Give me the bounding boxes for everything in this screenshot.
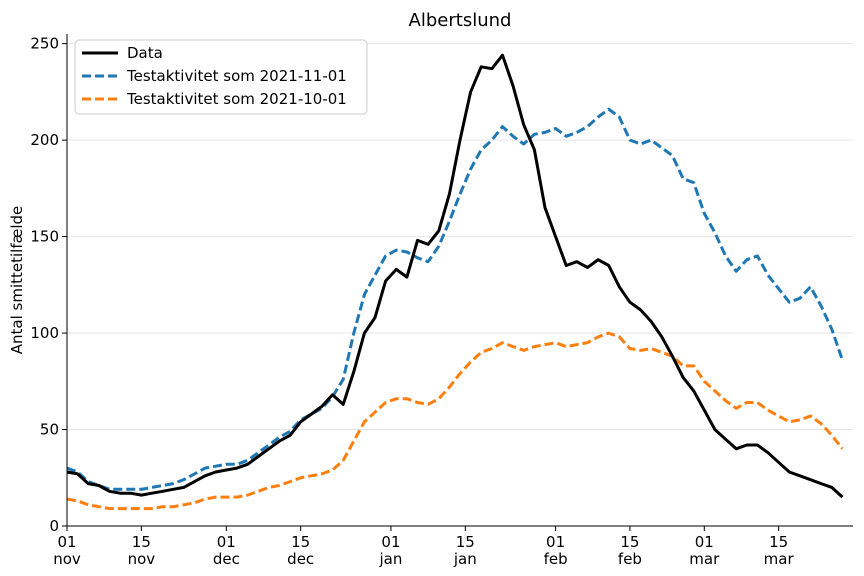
x-tick-label-month-2021-11-01: nov bbox=[53, 550, 81, 568]
x-tick-label-day-2022-03-01: 01 bbox=[695, 533, 714, 551]
axes bbox=[66, 34, 853, 527]
x-tick-label-day-2022-03-15: 15 bbox=[769, 533, 788, 551]
y-tick-label-0: 0 bbox=[49, 517, 59, 535]
x-tick-label-month-2022-03-15: mar bbox=[764, 550, 795, 568]
series-line-testaktivitet-som-2021-10-01 bbox=[66, 331, 844, 511]
x-tick-label-day-2021-11-01: 01 bbox=[57, 533, 76, 551]
legend-label-testaktivitet-2021-10-01: Testaktivitet som 2021-10-01 bbox=[126, 90, 347, 108]
y-tick-label-50: 50 bbox=[40, 421, 59, 439]
y-tick-label-200: 200 bbox=[30, 131, 59, 149]
legend: Data Testaktivitet som 2021-11-01 Testak… bbox=[74, 39, 368, 115]
y-ticks: 0 50 100 150 200 250 bbox=[30, 35, 67, 535]
x-tick-label-day-2022-01-15: 15 bbox=[456, 533, 475, 551]
legend-label-data: Data bbox=[127, 44, 163, 62]
x-tick-label-month-2022-01-01: jan bbox=[379, 550, 403, 568]
x-tick-label-month-2021-11-15: nov bbox=[128, 550, 156, 568]
x-tick-label-day-2021-11-15: 15 bbox=[132, 533, 151, 551]
x-tick-label-day-2021-12-15: 15 bbox=[291, 533, 310, 551]
y-tick-label-100: 100 bbox=[30, 324, 59, 342]
x-tick-label-day-2022-01-01: 01 bbox=[381, 533, 400, 551]
y-tick-label-150: 150 bbox=[30, 228, 59, 246]
y-axis-label: Antal smittetilfælde bbox=[8, 206, 26, 355]
x-tick-label-month-2022-02-15: feb bbox=[618, 550, 642, 568]
x-tick-label-month-2022-03-01: mar bbox=[689, 550, 720, 568]
series-line-testaktivitet-som-2021-11-01 bbox=[66, 107, 844, 491]
y-tick-label-250: 250 bbox=[30, 35, 59, 53]
x-tick-label-month-2022-02-01: feb bbox=[544, 550, 568, 568]
legend-label-testaktivitet-2021-11-01: Testaktivitet som 2021-11-01 bbox=[126, 67, 347, 85]
x-ticks: 01nov15nov01dec15dec01jan15jan01feb15feb… bbox=[53, 526, 794, 568]
x-tick-label-month-2021-12-15: dec bbox=[287, 550, 314, 568]
x-tick-label-day-2022-02-01: 01 bbox=[546, 533, 565, 551]
series-lines bbox=[66, 53, 844, 511]
legend-box bbox=[74, 39, 368, 115]
chart-title: Albertslund bbox=[409, 10, 512, 31]
x-tick-label-month-2021-12-01: dec bbox=[213, 550, 240, 568]
series-line-data bbox=[66, 53, 844, 499]
x-tick-label-month-2022-01-15: jan bbox=[453, 550, 477, 568]
x-tick-label-day-2022-02-15: 15 bbox=[620, 533, 639, 551]
x-tick-label-day-2021-12-01: 01 bbox=[217, 533, 236, 551]
